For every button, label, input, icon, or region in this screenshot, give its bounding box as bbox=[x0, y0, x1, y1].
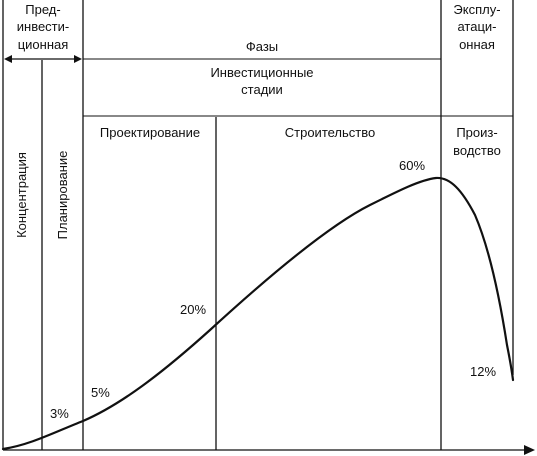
investment-stages-label-2: стадии bbox=[241, 82, 283, 97]
stage-concentration-label: Концентрация bbox=[14, 152, 29, 238]
pre-investment-label-2: инвести- bbox=[17, 19, 69, 34]
pre-investment-label-3: ционная bbox=[18, 37, 69, 52]
curve-label-20-percent: 20% bbox=[180, 302, 206, 317]
stage-production-label-2: водство bbox=[453, 143, 501, 158]
arrow-left-head-icon bbox=[4, 55, 12, 63]
arrow-right-head-icon bbox=[74, 55, 82, 63]
stage-planning-label: Планирование bbox=[55, 151, 70, 240]
x-axis-arrow-icon bbox=[524, 445, 535, 455]
curve-label-60-percent: 60% bbox=[399, 158, 425, 173]
operation-label-3: онная bbox=[459, 37, 495, 52]
stage-design-label: Проектирование bbox=[100, 125, 200, 140]
curve-label-12-percent: 12% bbox=[470, 364, 496, 379]
investment-stages-label-1: Инвестиционные bbox=[210, 65, 313, 80]
stage-construction-label: Строительство bbox=[285, 125, 375, 140]
operation-label-1: Эксплу- bbox=[453, 2, 500, 17]
phases-label: Фазы bbox=[246, 39, 278, 54]
curve-label-3-percent: 3% bbox=[50, 406, 69, 421]
investment-curve bbox=[1, 176, 515, 451]
curve-label-5-percent: 5% bbox=[91, 385, 110, 400]
operation-label-2: атаци- bbox=[457, 19, 496, 34]
stage-production-label-1: Произ- bbox=[456, 125, 497, 140]
pre-investment-label-1: Пред- bbox=[25, 2, 60, 17]
